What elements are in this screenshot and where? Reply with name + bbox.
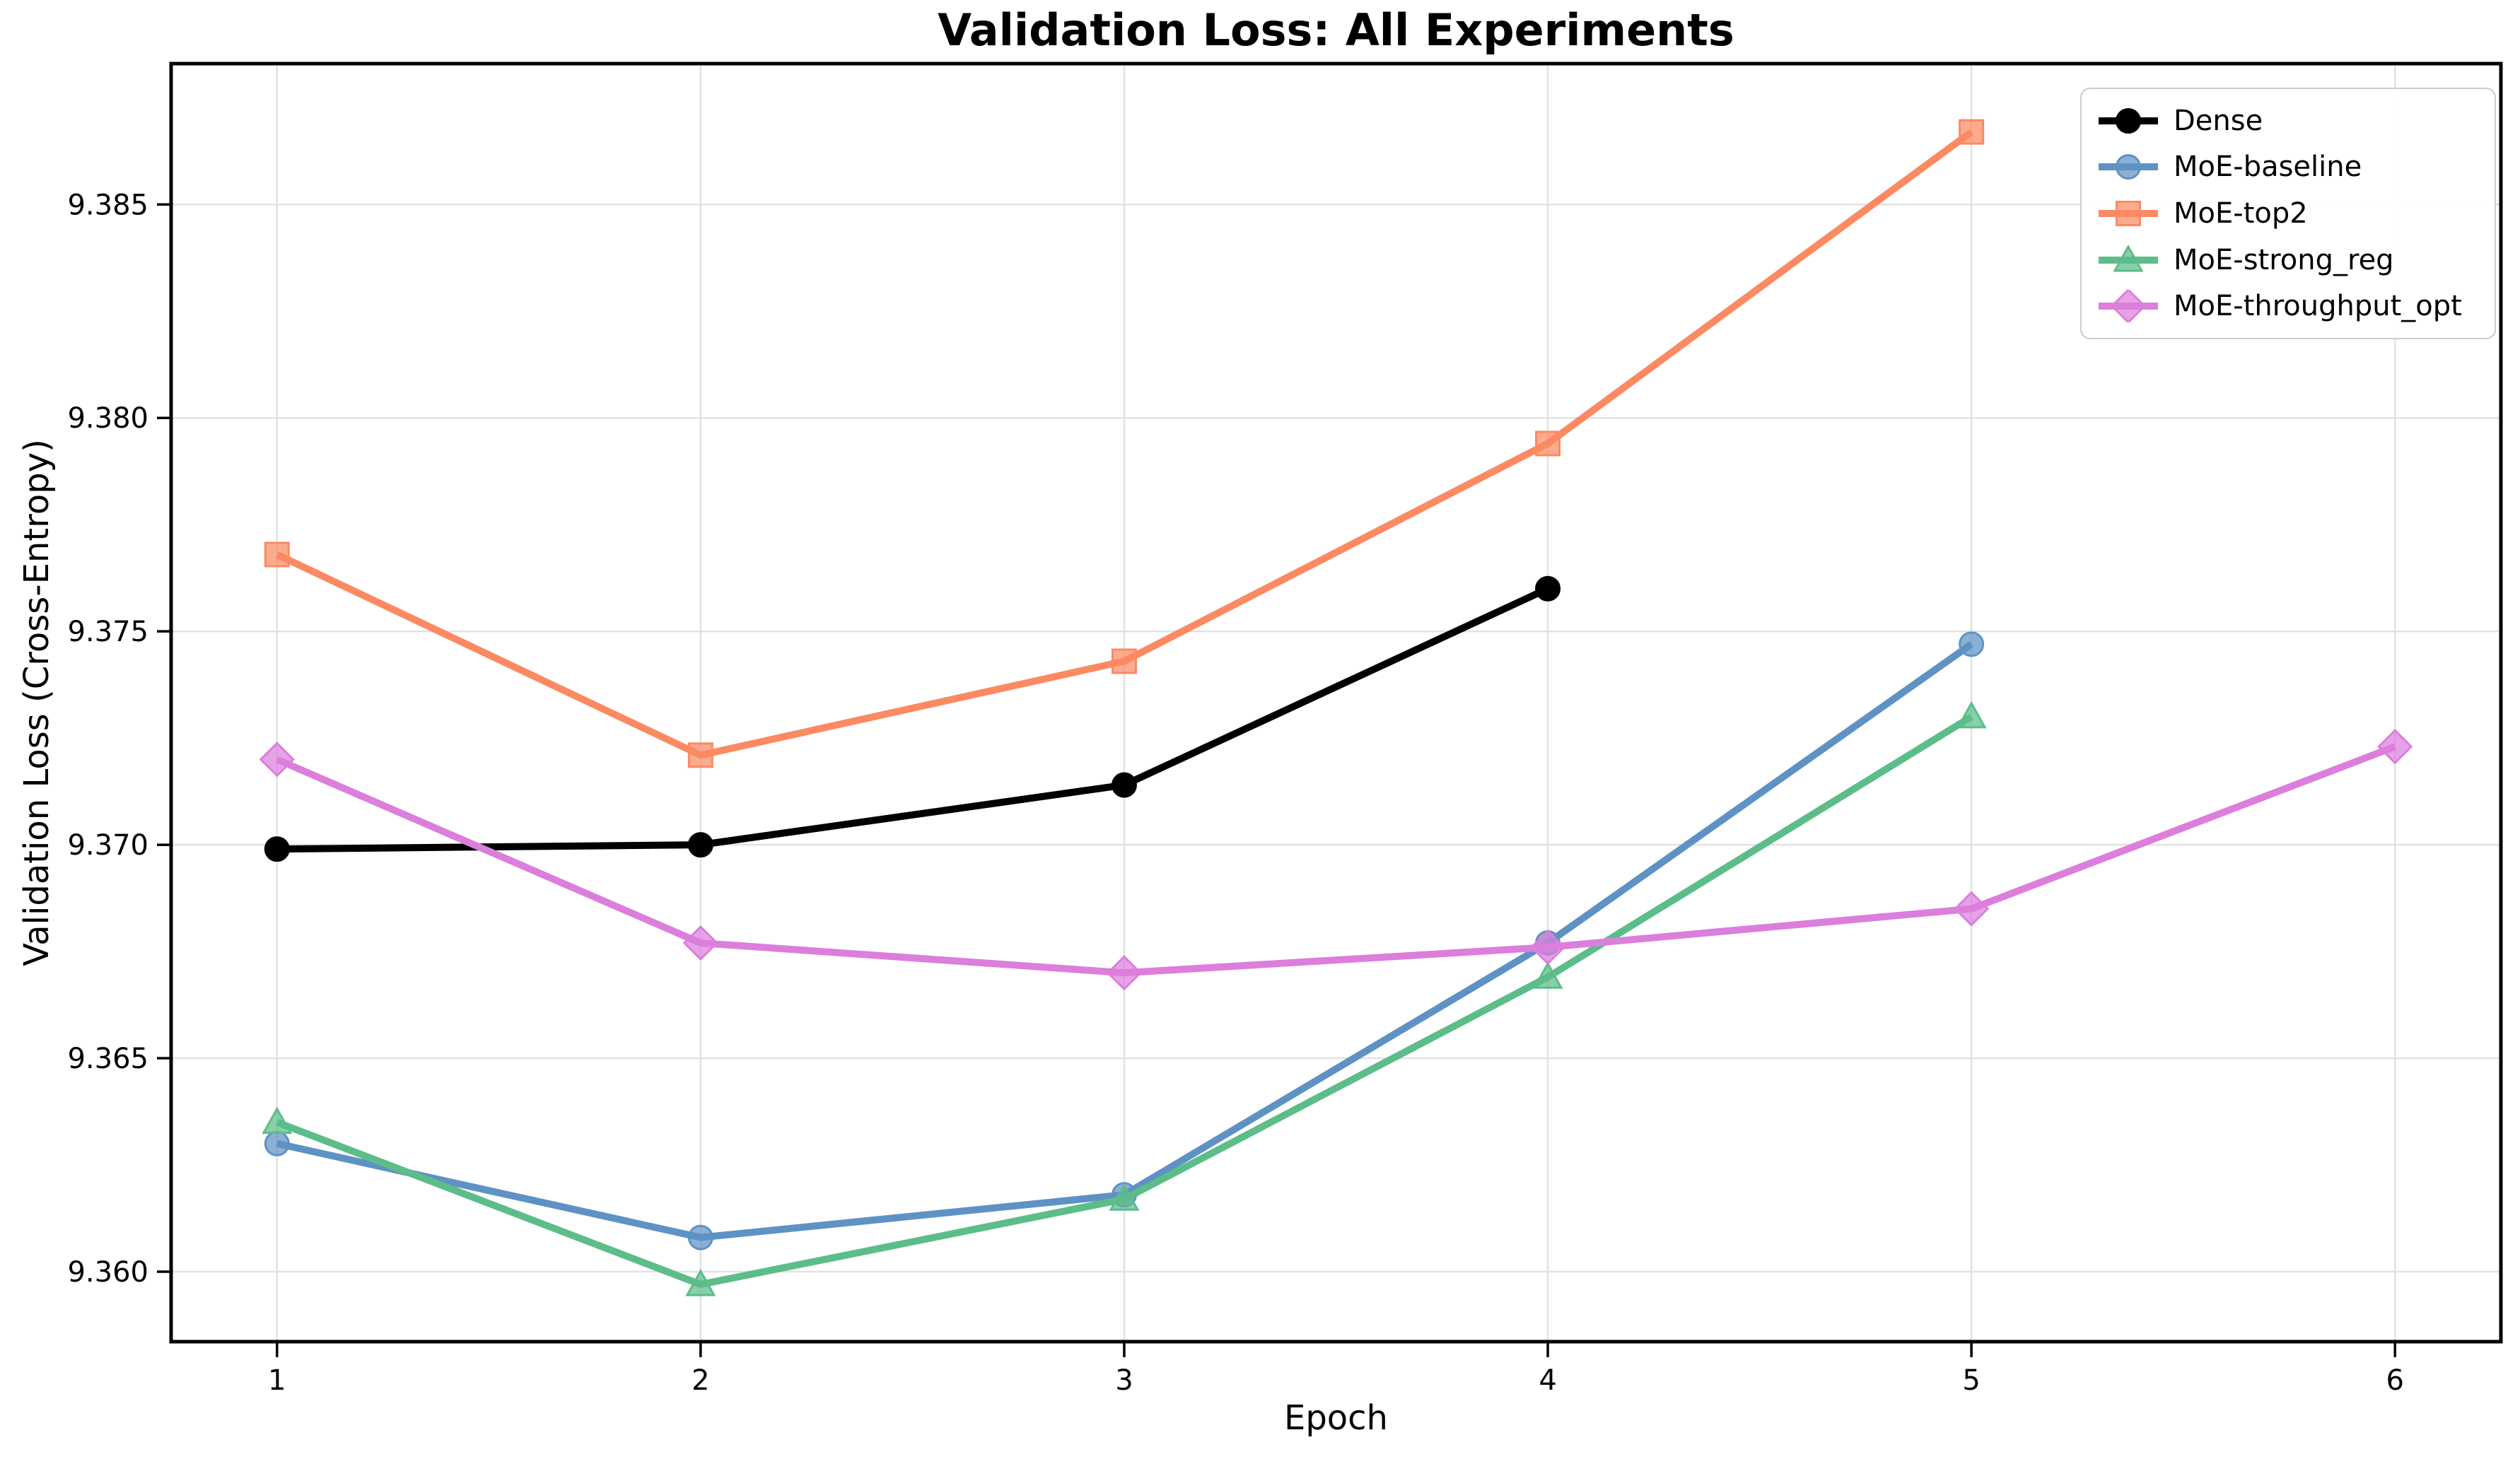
data-point-marker [1106, 955, 1143, 991]
data-point-marker [2377, 729, 2413, 765]
data-point-marker [685, 1269, 716, 1296]
legend-item-Dense: Dense [2097, 105, 2479, 137]
data-point-marker [1111, 772, 1137, 798]
legend-label: MoE-baseline [2174, 151, 2362, 184]
legend-marker-icon [2110, 290, 2147, 323]
y-tick-label: 9.360 [67, 1256, 148, 1289]
x-tick-label: 2 [692, 1364, 709, 1397]
x-tick-label: 5 [1962, 1364, 1980, 1397]
legend-key-circle-icon [2099, 154, 2158, 180]
legend-label: Dense [2174, 104, 2263, 137]
legend-marker-icon [2116, 107, 2141, 134]
data-point-marker [259, 742, 295, 778]
series-line-Dense [276, 585, 1550, 853]
y-tick-label: 9.375 [67, 616, 148, 648]
legend-marker-icon [2116, 200, 2141, 226]
legend: Dense MoE-baseline MoE-top2 MoE-strong_reg M… [2080, 88, 2496, 339]
legend-key-diamond-icon [2099, 290, 2158, 323]
legend-key-triangle-icon [2099, 244, 2158, 272]
legend-marker-icon [2116, 154, 2141, 180]
legend-item-MoE-top2: MoE-top2 [2097, 197, 2479, 230]
data-point-marker [687, 832, 713, 858]
data-point-marker [1109, 1183, 1140, 1211]
data-point-marker [1535, 430, 1561, 457]
legend-key-square-icon [2099, 200, 2158, 226]
legend-key-circle-icon [2099, 107, 2158, 134]
x-tick-label: 6 [2386, 1364, 2404, 1397]
legend-label: MoE-strong_reg [2174, 243, 2394, 276]
y-tick-label: 9.370 [67, 829, 148, 862]
series-line-MoE-throughput_opt [275, 743, 2397, 977]
legend-label: MoE-top2 [2174, 197, 2308, 230]
data-point-marker [1532, 961, 1563, 989]
legend-item-MoE-baseline: MoE-baseline [2097, 151, 2479, 183]
data-point-marker [1529, 929, 1566, 966]
y-tick-label: 9.385 [67, 189, 148, 221]
data-point-marker [1954, 891, 1990, 927]
legend-item-MoE-strong_reg: MoE-strong_reg [2097, 244, 2479, 276]
data-point-marker [264, 541, 290, 568]
legend-label: MoE-throughput_opt [2174, 290, 2462, 323]
data-point-marker [1959, 631, 1985, 657]
data-point-marker [264, 1130, 290, 1156]
data-point-marker [1111, 648, 1137, 674]
legend-marker-icon [2113, 244, 2144, 272]
data-point-marker [687, 742, 713, 768]
x-tick-label: 3 [1115, 1364, 1133, 1397]
x-tick-label: 1 [268, 1364, 286, 1397]
legend-item-MoE-throughput_opt: MoE-throughput_opt [2097, 290, 2479, 323]
data-point-marker [262, 1106, 293, 1135]
data-point-marker [1535, 575, 1561, 602]
chart-title: Validation Loss: All Experiments [938, 4, 1734, 56]
y-tick-label: 9.380 [67, 402, 148, 435]
data-point-marker [1959, 119, 1985, 145]
data-point-marker [687, 1224, 713, 1250]
data-point-marker [264, 836, 290, 862]
data-point-marker [682, 925, 718, 961]
data-point-marker [1956, 701, 1987, 729]
y-tick-label: 9.365 [67, 1043, 148, 1075]
x-axis-label: Epoch [1284, 1398, 1388, 1438]
x-tick-label: 4 [1539, 1364, 1556, 1397]
axes-spines [169, 61, 2503, 1344]
